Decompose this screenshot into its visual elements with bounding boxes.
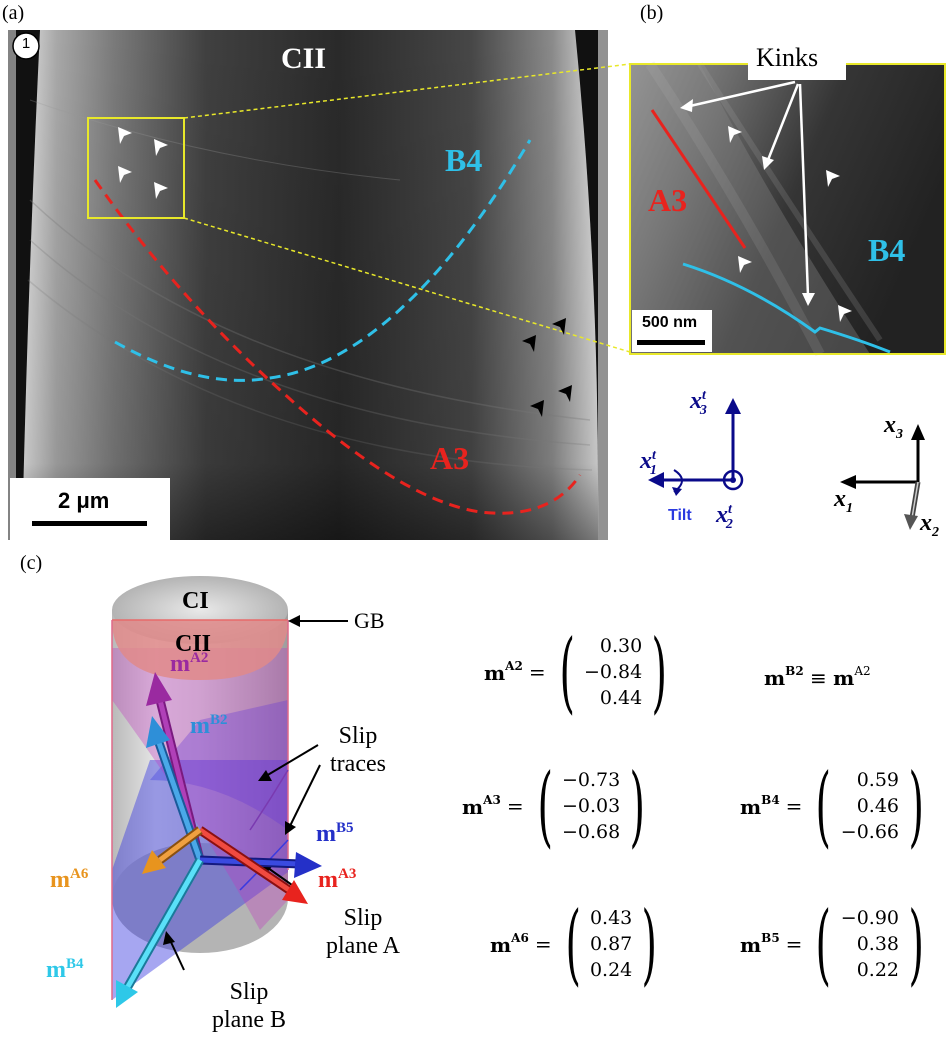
panel-b-b4-label: B4 xyxy=(868,232,906,268)
panel-a-index: 1 xyxy=(21,35,31,52)
kinks-label: Kinks xyxy=(756,43,819,72)
kinks-arrows xyxy=(680,80,815,306)
eq-mB5: mB5 = ( −0.90 0.38 0.22 ) xyxy=(740,892,924,995)
trace-b4-dashed xyxy=(114,139,532,382)
zoom-connector-top xyxy=(183,63,631,119)
trace-a3-label: A3 xyxy=(430,440,470,476)
slip-traces-arrows xyxy=(258,744,321,835)
vector-b5-label: mB5 xyxy=(316,820,354,847)
sample-x3-label: x3 xyxy=(884,412,903,442)
panel-b-label: (b) xyxy=(640,2,664,24)
tilt-label: Tilt xyxy=(668,507,692,524)
sample-x2-label: x2 xyxy=(920,510,939,540)
trace-a3-solid xyxy=(650,109,747,249)
tilt-x1-label: xt1 xyxy=(640,448,657,478)
scalebar-a-box xyxy=(10,478,170,540)
panel-b-a3-label: A3 xyxy=(648,182,688,218)
zoom-box xyxy=(87,117,185,219)
panel-a-image xyxy=(8,30,608,540)
grain-cii-cyl-label: CII xyxy=(175,631,212,657)
trace-b4-solid xyxy=(682,262,891,354)
black-arrowheads xyxy=(522,318,572,417)
sample-axes xyxy=(840,424,925,530)
eq-mB2-equiv: mB2 ≡ mA2 xyxy=(764,664,871,690)
eq-mA3: mA3 = ( −0.73 −0.03 −0.68 ) xyxy=(462,754,646,857)
slip-plane-b-arrow xyxy=(163,931,185,971)
eq-mB4: mB4 = ( 0.59 0.46 −0.66 ) xyxy=(740,754,924,857)
sample-x1-label: x1 xyxy=(834,486,853,516)
vector-b2-label: mB2 xyxy=(190,712,228,739)
scalebar-a-label: 2 μm xyxy=(58,488,110,513)
zoom-connector-bottom xyxy=(183,217,631,353)
panel-c-label: (c) xyxy=(20,552,43,574)
panel-a-index-circle xyxy=(12,32,40,60)
vector-a2-label: mA2 xyxy=(170,650,209,677)
grain-ci-label: CI xyxy=(182,588,209,614)
slip-vectors xyxy=(116,672,322,1008)
pillar-cylinder xyxy=(111,576,289,1000)
white-arrowheads xyxy=(118,127,168,199)
slip-traces-label: Slip traces xyxy=(330,723,386,777)
trace-b4-label: B4 xyxy=(445,142,483,178)
panel-b-arrowheads xyxy=(728,126,852,322)
tilt-axes xyxy=(648,398,744,496)
panel-b-image xyxy=(630,61,945,357)
tilt-x2-label: xt2 xyxy=(716,502,733,532)
slip-plane-a-label: Slip plane A xyxy=(326,905,400,959)
scalebar-b-bar xyxy=(637,340,705,345)
gb-label: GB xyxy=(354,608,385,633)
scalebar-a-bar xyxy=(32,521,147,526)
vector-a3-label: mA3 xyxy=(318,866,357,893)
slip-plane-b-label: Slip plane B xyxy=(212,979,286,1033)
kinks-label-box xyxy=(748,40,846,80)
eq-mA2: mA2 = ( 0.30 −0.84 0.44 ) xyxy=(484,620,668,723)
panel-a-label: (a) xyxy=(2,2,25,24)
trace-a3-dashed xyxy=(93,179,582,515)
eq-mA6: mA6 = ( 0.43 0.87 0.24 ) xyxy=(490,892,658,995)
vector-b4-label: mB4 xyxy=(46,956,84,983)
gb-arrow xyxy=(288,615,348,627)
scalebar-b-label: 500 nm xyxy=(642,314,698,331)
vector-a6-label: mA6 xyxy=(50,866,89,893)
grain-cii-label: CII xyxy=(281,42,327,75)
tilt-x3-label: xt3 xyxy=(690,388,707,418)
